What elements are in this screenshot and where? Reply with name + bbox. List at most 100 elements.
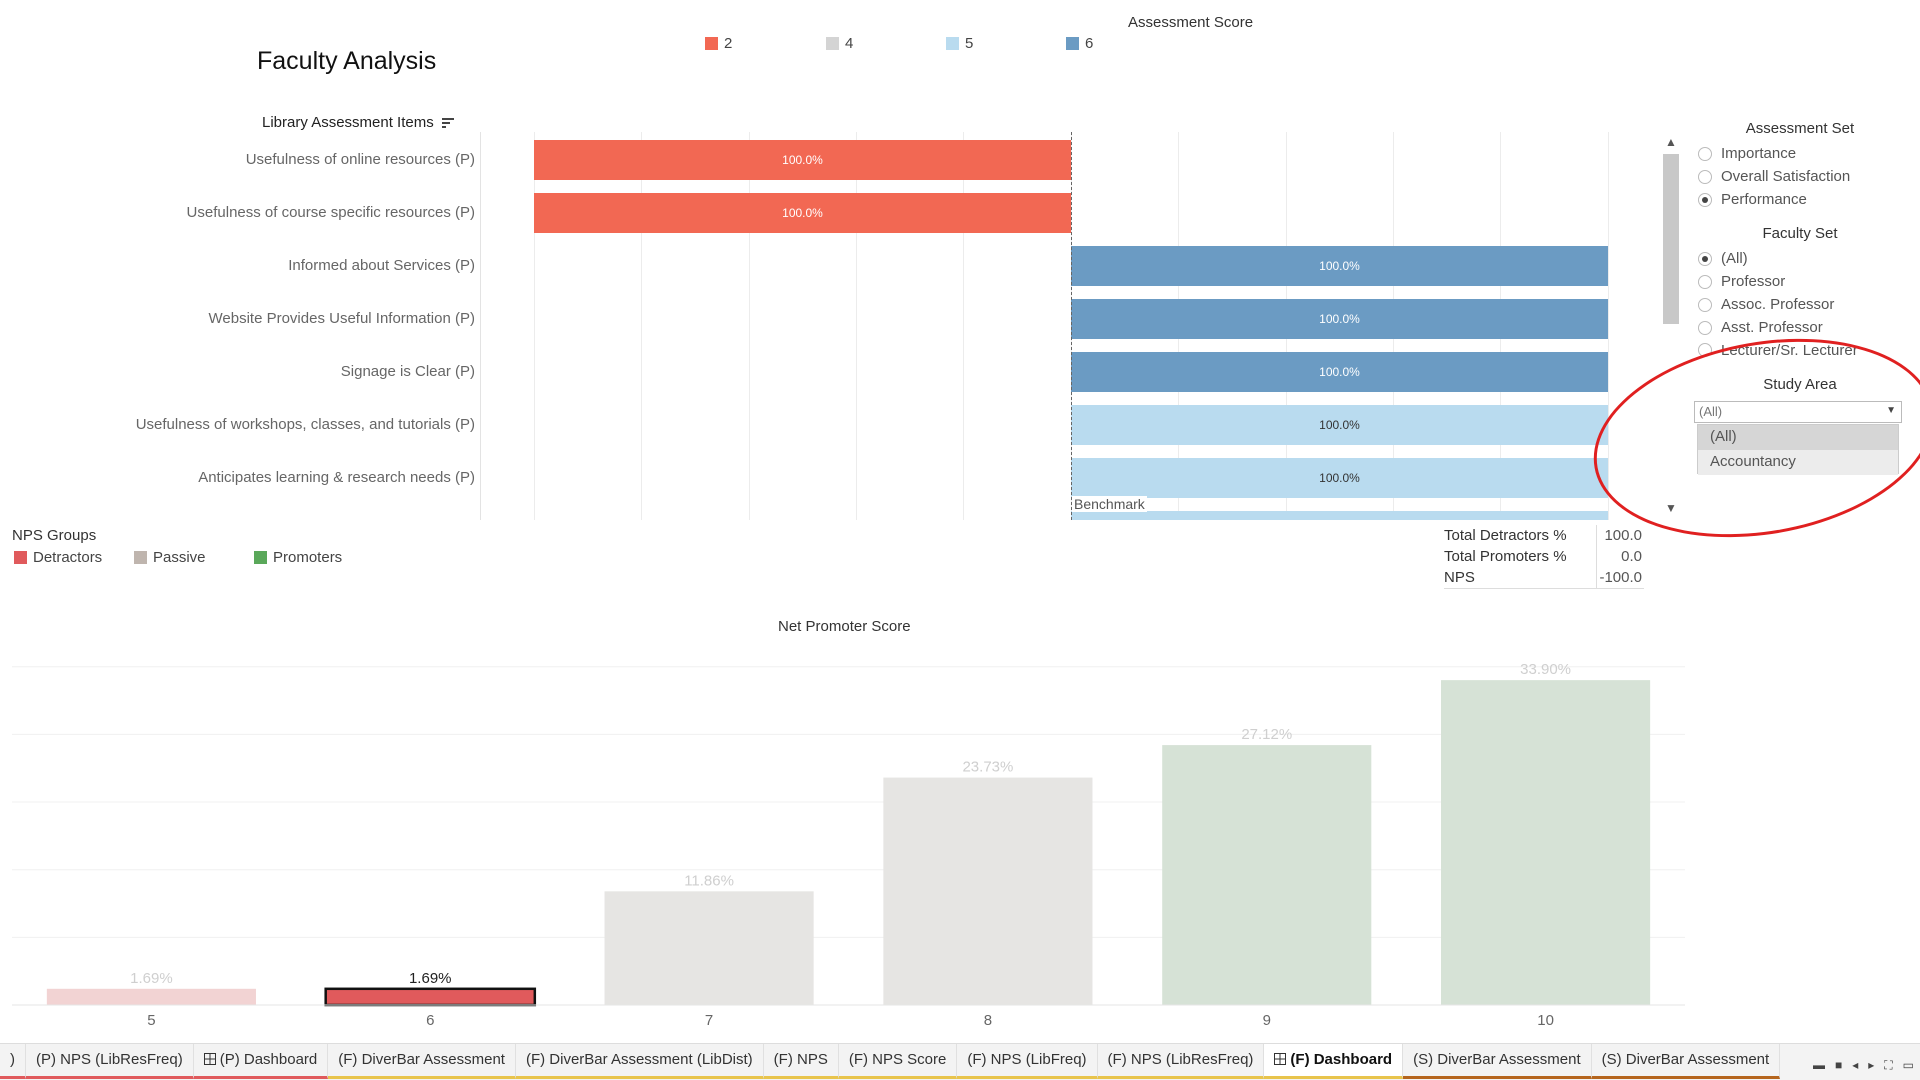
gridline [534, 132, 535, 520]
radio-button[interactable] [1698, 343, 1712, 357]
tab-controls: ▬ ■ ◂ ▸ ⛶ ▭ [1813, 1058, 1914, 1073]
gridline [856, 132, 857, 520]
legend-swatch [946, 37, 959, 50]
faculty-set-option[interactable]: Asst. Professor [1698, 319, 1823, 336]
sheet-tab[interactable]: (F) NPS Score [838, 1044, 958, 1079]
summary-label: Total Promoters % [1444, 548, 1567, 565]
legend-label: 6 [1085, 35, 1094, 52]
legend-label: 2 [724, 35, 733, 52]
row-label: Usefulness of workshops, classes, and tu… [135, 416, 475, 433]
nps-bar[interactable] [46, 988, 256, 1005]
sheet-tab[interactable]: (F) DiverBar Assessment [328, 1044, 516, 1079]
sheet-tab[interactable]: ) [0, 1044, 26, 1079]
bar-score-5[interactable]: 100.0% [1071, 405, 1608, 445]
nps-legend-item[interactable]: Passive [134, 549, 206, 566]
radio-button[interactable] [1698, 146, 1712, 161]
x-tick-label: 10 [1537, 1012, 1554, 1029]
nps-bar[interactable] [324, 987, 537, 1007]
radio-button[interactable] [1698, 297, 1712, 312]
study-area-value: (All) [1699, 404, 1723, 419]
bar-value-label: 100.0% [1319, 312, 1360, 326]
scrollbar-thumb[interactable] [1663, 154, 1679, 324]
sheet-tab-label: (S) DiverBar Assessment [1413, 1051, 1581, 1068]
sheet-tab[interactable]: (P) Dashboard [193, 1044, 329, 1079]
sheet-tab[interactable]: (P) NPS (LibResFreq) [26, 1044, 194, 1079]
faculty-set-option[interactable]: (All) [1698, 250, 1748, 267]
filmstrip-icon[interactable]: ■ [1834, 1058, 1843, 1072]
sheet-tab[interactable]: (F) NPS (LibResFreq) [1097, 1044, 1265, 1079]
x-tick-label: 8 [984, 1012, 992, 1029]
nps-bar-value-label: 27.12% [1241, 726, 1292, 743]
radio-button[interactable] [1698, 169, 1712, 184]
row-axis-line [480, 132, 481, 520]
chevron-down-icon[interactable]: ▼ [1886, 405, 1896, 416]
nps-bar[interactable] [1441, 680, 1651, 1005]
study-area-option-accountancy[interactable]: Accountancy [1698, 450, 1898, 475]
sheet-tab[interactable]: (F) DiverBar Assessment (LibDist) [515, 1044, 764, 1079]
next-sheet-icon[interactable]: ▸ [1868, 1058, 1875, 1072]
faculty-set-option[interactable]: Lecturer/Sr. Lecturer [1698, 342, 1858, 358]
sheet-tab[interactable]: (F) NPS [763, 1044, 839, 1079]
scroll-down-icon[interactable]: ▼ [1665, 501, 1677, 515]
nps-bar[interactable] [604, 891, 814, 1005]
x-tick-label: 9 [1263, 1012, 1271, 1029]
nps-bar-value-label: 1.69% [409, 970, 452, 987]
radio-label: Overall Satisfaction [1721, 168, 1851, 185]
bar-score-2[interactable]: 100.0% [534, 140, 1071, 180]
sheet-tab[interactable]: (F) NPS (LibFreq) [957, 1044, 1098, 1079]
sheet-tab[interactable]: (S) DiverBar Assessment [1591, 1044, 1781, 1079]
radio-label: Performance [1721, 191, 1807, 208]
study-area-dropdown[interactable]: (All) ▼ [1694, 401, 1902, 423]
legend-swatch [14, 551, 27, 564]
assessment-legend-item[interactable]: 6 [1066, 35, 1093, 52]
faculty-set-option[interactable]: Professor [1698, 273, 1785, 290]
radio-button[interactable] [1698, 251, 1712, 266]
nps-bar-value-label: 33.90% [1520, 661, 1571, 678]
bar-value-label: 100.0% [1319, 471, 1360, 485]
radio-button[interactable] [1698, 192, 1712, 207]
faculty-set-option[interactable]: Assoc. Professor [1698, 296, 1834, 313]
nps-legend-item[interactable]: Promoters [254, 549, 342, 566]
scroll-up-icon[interactable]: ▲ [1665, 135, 1677, 149]
fullscreen-icon[interactable]: ⛶ [1884, 1058, 1893, 1072]
radio-button[interactable] [1698, 274, 1712, 289]
bar-score-6[interactable]: 100.0% [1071, 299, 1608, 339]
assessment-legend-title: Assessment Score [1128, 14, 1254, 31]
nps-summary-table: Total Detractors % 100.0 Total Promoters… [1444, 525, 1644, 589]
assessment-legend-item[interactable]: 2 [705, 35, 732, 52]
radio-label: Lecturer/Sr. Lecturer [1721, 342, 1858, 358]
show-sheets-icon[interactable]: ▬ [1812, 1058, 1825, 1072]
sheet-tab[interactable]: (S) DiverBar Assessment [1403, 1044, 1592, 1079]
bar-value-label: 100.0% [1319, 259, 1360, 273]
nps-legend-item[interactable]: Detractors [14, 549, 102, 566]
row-axis-title-text: Library Assessment Items [262, 114, 434, 131]
bar-score-6[interactable]: 100.0% [1071, 352, 1608, 392]
legend-swatch [254, 551, 267, 564]
assessment-set-option[interactable]: Overall Satisfaction [1698, 168, 1850, 185]
bar-score-5[interactable] [1071, 511, 1608, 520]
assessment-legend-item[interactable]: 5 [946, 35, 973, 52]
assessment-set-option[interactable]: Importance [1698, 145, 1796, 162]
sheet-tab[interactable]: (F) Dashboard [1264, 1044, 1404, 1079]
sort-descending-icon[interactable] [441, 118, 454, 129]
bar-score-2[interactable]: 100.0% [534, 193, 1071, 233]
prev-sheet-icon[interactable]: ◂ [1852, 1058, 1859, 1072]
row-axis-title[interactable]: Library Assessment Items [262, 114, 454, 131]
sheet-tab-label: (F) NPS [773, 1051, 828, 1068]
nps-bar[interactable] [1162, 745, 1372, 1005]
bar-score-5[interactable]: 100.0% [1071, 458, 1608, 498]
sheet-tab-label: (F) Dashboard [1290, 1051, 1393, 1068]
nps-bar[interactable] [883, 777, 1093, 1005]
legend-swatch [1066, 37, 1079, 50]
presentation-icon[interactable]: ▭ [1902, 1058, 1914, 1072]
radio-label: (All) [1721, 250, 1748, 267]
gridline [1608, 132, 1609, 520]
bar-score-6[interactable]: 100.0% [1071, 246, 1608, 286]
nps-bar-value-label: 11.86% [684, 872, 734, 889]
radio-button[interactable] [1698, 320, 1712, 335]
assessment-legend-item[interactable]: 4 [826, 35, 853, 52]
assessment-set-option[interactable]: Performance [1698, 191, 1807, 208]
study-area-option-all[interactable]: (All) [1698, 425, 1898, 450]
legend-swatch [134, 551, 147, 564]
summary-row-nps: NPS -100.0 [1444, 567, 1644, 588]
